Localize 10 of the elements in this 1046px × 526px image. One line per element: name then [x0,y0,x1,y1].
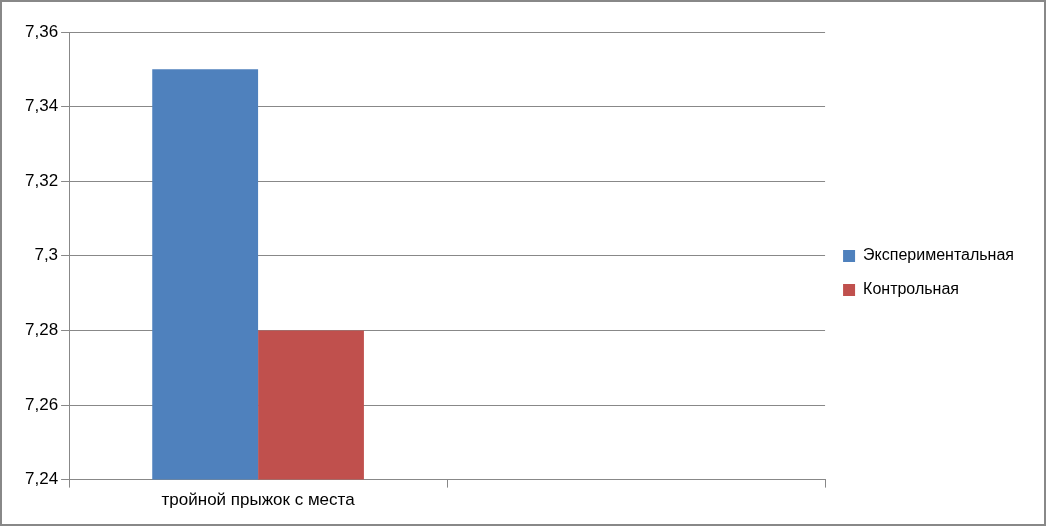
y-tick-label: 7,32 [24,170,59,190]
y-tick-label: 7,3 [34,245,59,265]
x-tick-label: тройной прыжок с места [161,490,356,510]
legend-label: Экспериментальная [863,246,1015,264]
y-tick-label: 7,24 [24,469,59,489]
y-tick-label: 7,36 [24,21,59,41]
legend-label: Контрольная [863,280,959,298]
y-tick-label: 7,34 [24,96,59,116]
y-tick-label: 7,26 [24,394,59,414]
y-tick-label: 7,28 [24,320,59,340]
